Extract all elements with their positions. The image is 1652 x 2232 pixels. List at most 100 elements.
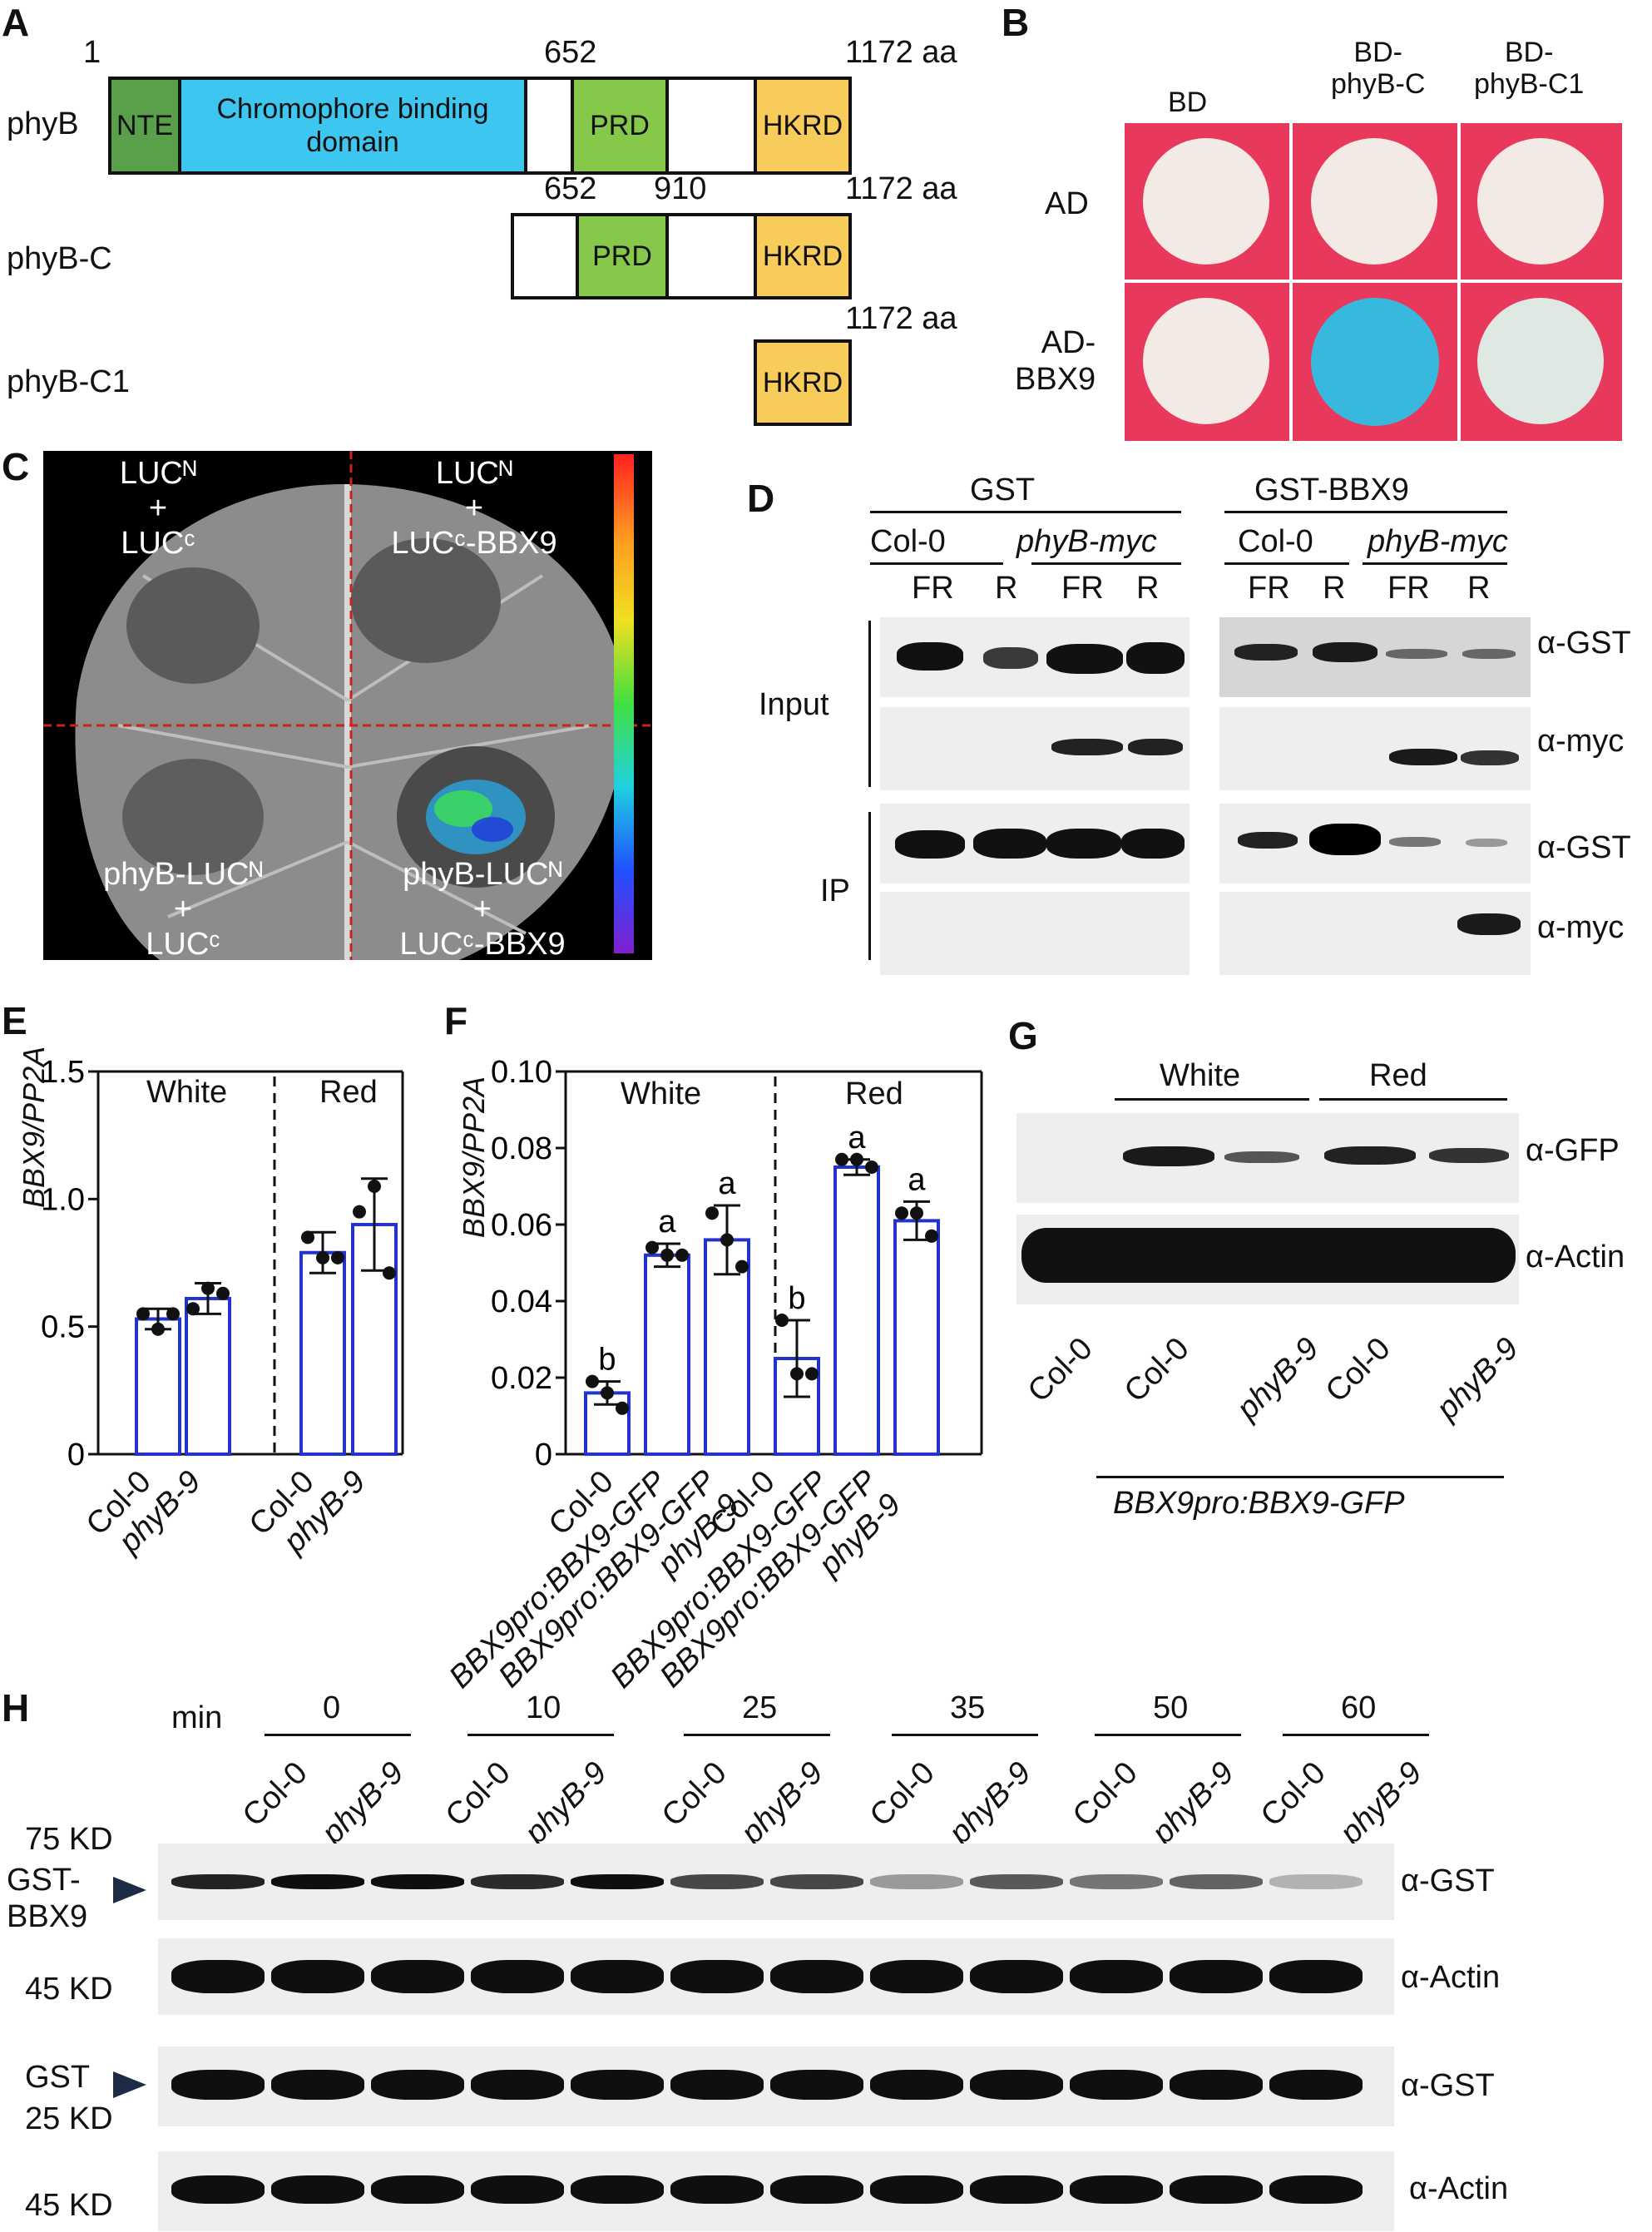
data-point [166, 1307, 180, 1321]
significance-letter: b [788, 1281, 805, 1316]
genotype-phyb-myc: phyB-myc [1016, 524, 1157, 559]
band [1170, 2070, 1263, 2100]
time-point-label: 0 [323, 1690, 341, 1725]
data-point [660, 1248, 674, 1262]
marker-gst-bbx9: GST- BBX9 [7, 1863, 88, 1934]
bar [704, 1238, 750, 1456]
band [1269, 1874, 1363, 1889]
lane-r: R [1136, 571, 1160, 606]
marker-25kd: 25 KD [25, 2101, 113, 2136]
input-label: Input [759, 687, 829, 722]
band [970, 2175, 1063, 2204]
panel-g-label: G [1008, 1014, 1038, 1057]
time-bar [892, 1734, 1038, 1736]
significance-letter: b [598, 1343, 616, 1378]
time-point-label: 25 [742, 1690, 778, 1725]
data-point [895, 1206, 908, 1220]
plate-cell [1125, 283, 1289, 441]
blot-input-myc [1219, 707, 1531, 790]
time-bar [1095, 1734, 1241, 1736]
genotype-bar [1031, 562, 1181, 565]
data-point [301, 1230, 314, 1245]
antibody-label: α-GFP [1526, 1133, 1620, 1168]
colony-spot [1311, 138, 1437, 265]
panel-e-label: E [2, 999, 27, 1042]
band [1070, 1960, 1163, 1993]
blot-gst-bbx9 [158, 1844, 1394, 1920]
lane-label: Col-0 [1318, 1331, 1397, 1409]
time-unit-label: min [171, 1700, 223, 1735]
band [171, 2175, 265, 2204]
lane-r: R [1323, 571, 1346, 606]
arrowhead-icon [113, 2071, 146, 2098]
blot-ip-gst [1219, 804, 1531, 883]
panel-f-chart: 0 0.02 0.04 0.06 0.08 0.10 b a a b a a [491, 1057, 983, 1472]
plate-cell [1461, 283, 1622, 441]
band [970, 2070, 1063, 2100]
genotype-col0: Col-0 [1238, 524, 1313, 559]
time-point-label: 60 [1341, 1690, 1377, 1725]
bar [833, 1165, 880, 1456]
band [1269, 2070, 1363, 2100]
time-bar [467, 1734, 614, 1736]
marker-45kd: 45 KD [25, 1972, 113, 2007]
leaf-drawing [43, 451, 652, 960]
antibody-label: α-myc [1537, 910, 1625, 945]
time-point-label: 10 [526, 1690, 561, 1725]
time-point-label: 50 [1153, 1690, 1189, 1725]
blot-input-gst [880, 617, 1190, 697]
blot-actin [1016, 1215, 1519, 1304]
blot-gst [158, 2046, 1394, 2126]
blot-input-gst [1219, 617, 1531, 697]
band [471, 1874, 564, 1889]
antibody-label: α-GST [1401, 1863, 1495, 1898]
band [471, 1960, 564, 1993]
y-tick-label: 0 [535, 1438, 552, 1472]
genotype-bar [870, 562, 1003, 565]
lane-fr: FR [1248, 571, 1290, 606]
phyb-start-number: 1 [83, 35, 101, 70]
data-point [910, 1206, 923, 1220]
panel-f-label: F [444, 999, 468, 1042]
band [1070, 2175, 1163, 2204]
quadrant-top-left: LUCᴺ + LUCᶜ [119, 456, 197, 561]
genotype-phyb-myc: phyB-myc [1368, 524, 1508, 559]
y-tick-label: 0.04 [491, 1284, 552, 1319]
data-point [136, 1307, 150, 1321]
col-header-bd-phyb-c1: BD- phyB-C1 [1474, 37, 1585, 100]
data-point [720, 1233, 734, 1247]
antibody-label: α-GST [1537, 830, 1631, 865]
band [571, 2175, 664, 2204]
band [371, 2070, 464, 2100]
band [870, 2070, 963, 2100]
data-point [316, 1250, 329, 1264]
band [1070, 2070, 1163, 2100]
quadrant-bottom-left: phyB-LUCᴺ + LUCᶜ [103, 857, 263, 962]
lane-label: phyB-9 [1429, 1331, 1526, 1427]
band [870, 1960, 963, 1993]
bar [299, 1250, 346, 1456]
blot-gfp [1016, 1113, 1519, 1203]
section-white-label: White [1160, 1058, 1241, 1093]
panel-a-label: A [2, 1, 30, 44]
band [870, 1874, 963, 1889]
y-tick-label: 0.06 [491, 1208, 552, 1243]
group-gst-bbx9-label: GST-BBX9 [1254, 473, 1409, 507]
bar [185, 1296, 231, 1456]
data-point [383, 1266, 396, 1280]
significance-letter: a [908, 1162, 926, 1197]
data-point [151, 1322, 165, 1336]
band [571, 1960, 664, 1993]
luminescence-color-scale [614, 454, 634, 953]
data-point [216, 1286, 230, 1300]
blue-colony-spot [1311, 298, 1439, 426]
genotype-bar [1224, 562, 1349, 565]
prd-domain: PRD [576, 213, 669, 299]
data-point [353, 1205, 366, 1219]
data-point [775, 1314, 789, 1327]
y-tick-label: 0.5 [41, 1310, 85, 1345]
time-bar [1283, 1734, 1429, 1736]
marker-gst: GST [25, 2060, 91, 2095]
band [371, 1874, 464, 1889]
y-tick-label: 0.10 [491, 1057, 552, 1090]
